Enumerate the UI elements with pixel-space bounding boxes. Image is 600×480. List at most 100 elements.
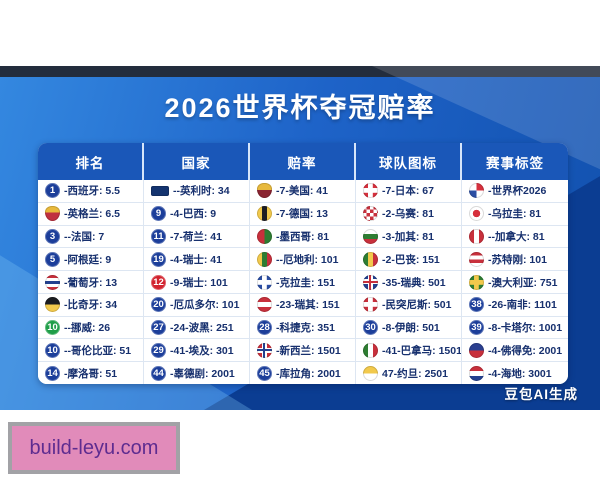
table-body: 1 -西班牙: 5.5 --英利时: 34 -7-美国: 41 -7-日本: 67 -世界… [38, 180, 568, 384]
rank-27-badge: 27 [151, 320, 166, 336]
rank-30-badge: 30 [363, 320, 378, 336]
table-cell: 5 -阿根廷: 9 [38, 248, 144, 271]
table-cell: -英格兰: 6.5 [38, 202, 144, 225]
table-cell: -乌拉圭: 81 [462, 203, 568, 225]
cell-label: -摩洛哥: 51 [64, 367, 118, 380]
table-row: 14 -摩洛哥: 51 44 -辜德剧: 2001 45 -库拉角: 2001 47-约旦:… [38, 362, 568, 384]
cell-label: -2-乌赛: 81 [382, 208, 434, 221]
table-header: 排名 国家 赔率 球队图标 赛事标签 [38, 143, 568, 180]
rank-28-badge: 28 [257, 320, 272, 336]
cell-label: -23-瑞其: 151 [276, 299, 340, 312]
table-cell: -澳大利亚: 751 [462, 271, 568, 293]
rank-20-badge: 20 [151, 297, 166, 313]
rank-9-badge: 9 [151, 206, 166, 222]
table-cell: -墨西哥: 81 [250, 225, 356, 248]
odds-table: 排名 国家 赔率 球队图标 赛事标签 1 -西班牙: 5.5 --英利时: 34 -7-美国:… [38, 143, 568, 384]
cell-label: -26-南非: 1101 [488, 299, 557, 312]
table-row: 1 -西班牙: 5.5 --英利时: 34 -7-美国: 41 -7-日本: 67 -世界… [38, 180, 568, 203]
column-header: 球队图标 [356, 143, 462, 180]
rank-29-badge: 29 [151, 342, 166, 358]
cell-label: -阿根廷: 9 [64, 253, 112, 266]
blue-red-flag-icon [469, 342, 484, 358]
cell-label: -7-日本: 67 [382, 185, 434, 198]
rank-12-red-badge: 12 [151, 274, 166, 290]
table-row: 5 -阿根廷: 9 19 -4-瑞士: 41 --厄地利: 101 -2-巴丧: 151 -… [38, 248, 568, 272]
cell-label: -苏特刚: 101 [488, 253, 547, 266]
green-yellow-cross-flag-icon [469, 274, 484, 290]
rank-39-badge: 39 [469, 320, 484, 336]
red-white-red-striped-flag-icon [257, 297, 272, 313]
cell-label: --英利时: 34 [173, 185, 230, 198]
column-header: 赔率 [250, 143, 356, 180]
england-crest-icon [45, 206, 60, 222]
union-jack-flag-icon [363, 274, 378, 290]
cell-label: -7-荷兰: 41 [170, 230, 222, 243]
red-white-red-flag-icon [469, 228, 484, 244]
table-cell: -7-美国: 41 [250, 180, 356, 202]
table-row: 10 --挪威: 26 27 -24-波黑: 251 28 -科捷克: 351 30 -8-伊… [38, 316, 568, 340]
navy-flag-bar-icon [151, 185, 169, 196]
green-yellow-red-flag-icon [363, 251, 378, 267]
rank-38-badge: 38 [469, 297, 484, 313]
table-cell: --加拿大: 81 [462, 226, 568, 248]
table-cell: 29 -41-埃及: 301 [144, 339, 250, 362]
rank-45-badge: 45 [257, 365, 272, 381]
red-white-checkered-flag-icon [363, 206, 378, 222]
table-cell: 44 -辜德剧: 2001 [144, 362, 250, 384]
red-white-blue-flag-icon [469, 365, 484, 381]
table-cell: 14 -摩洛哥: 51 [38, 362, 144, 384]
rank-10-badge: 10 [45, 342, 60, 358]
table-cell: 11 -7-荷兰: 41 [144, 225, 250, 248]
yellow-green-red-flag-icon [257, 251, 272, 267]
cell-label: -4-海地: 3001 [488, 367, 552, 380]
black-yellow-flag-icon [45, 297, 60, 313]
cell-label: -英格兰: 6.5 [64, 208, 121, 221]
table-cell: 30 -8-伊朗: 501 [356, 316, 462, 339]
ai-watermark: 豆包AI生成 [504, 387, 578, 402]
table-cell: -3-加其: 81 [356, 225, 462, 248]
cell-label: -墨西哥: 81 [276, 230, 330, 243]
table-cell: -23-瑞其: 151 [250, 293, 356, 316]
yellow-black-flag-icon [257, 206, 272, 222]
table-cell: --英利时: 34 [144, 180, 250, 202]
table-cell: 3 --法国: 7 [38, 225, 144, 248]
cell-label: -8-卡塔尔: 1001 [488, 322, 563, 335]
column-header: 国家 [144, 143, 250, 180]
cell-label: -4-瑞士: 41 [170, 253, 222, 266]
red-white-blue-cross-flag-icon [257, 342, 272, 358]
table-cell: --厄地利: 101 [250, 248, 356, 271]
table-cell: 20 -厄瓜多尔: 101 [144, 293, 250, 316]
cell-label: -4-巴西: 9 [170, 208, 217, 221]
table-cell: -2-乌赛: 81 [356, 202, 462, 225]
table-cell: 9 -4-巴西: 9 [144, 202, 250, 225]
rank-3-badge: 3 [45, 228, 60, 244]
page-title: 2026世界杯夺冠赔率 [164, 93, 436, 123]
cell-label: -8-伊朗: 501 [382, 322, 440, 335]
cell-label: -3-加其: 81 [382, 230, 434, 243]
gold-crest-icon [257, 183, 272, 199]
column-header: 赛事标签 [486, 155, 544, 171]
table-cell: -2-巴丧: 151 [356, 248, 462, 271]
red-white-striped-flag-icon [469, 251, 484, 267]
table-cell: -4-海地: 3001 [462, 362, 568, 384]
cell-label: -克拉圭: 151 [276, 276, 335, 289]
cell-label: -比奇牙: 34 [64, 299, 118, 312]
cell-label: --挪威: 26 [64, 322, 111, 335]
table-cell: 19 -4-瑞士: 41 [144, 248, 250, 271]
cell-label: -2-巴丧: 151 [382, 253, 440, 266]
green-white-red-flag-icon [363, 342, 378, 358]
cell-label: -澳大利亚: 751 [488, 276, 558, 289]
site-url-badge: build-leyu.com [8, 422, 180, 474]
table-cell: 10 --哥伦比亚: 51 [38, 339, 144, 362]
cell-label: -葡萄牙: 13 [64, 276, 118, 289]
table-row: -英格兰: 6.5 9 -4-巴西: 9 -7-德国: 13 -2-乌赛: 81 -乌拉圭… [38, 202, 568, 226]
table-row: -比奇牙: 34 20 -厄瓜多尔: 101 -23-瑞其: 151 -民突尼斯: 50… [38, 293, 568, 317]
table-cell: 47-约旦: 2501 [356, 362, 462, 384]
table-cell: -7-德国: 13 [250, 202, 356, 225]
table-cell: 10 --挪威: 26 [38, 316, 144, 339]
table-cell: 39 -8-卡塔尔: 1001 [462, 317, 568, 339]
cell-label: -4-佛得免: 2001 [488, 344, 563, 357]
table-cell: -世界杯2026 [462, 180, 568, 202]
cell-label: -科捷克: 351 [276, 322, 335, 335]
